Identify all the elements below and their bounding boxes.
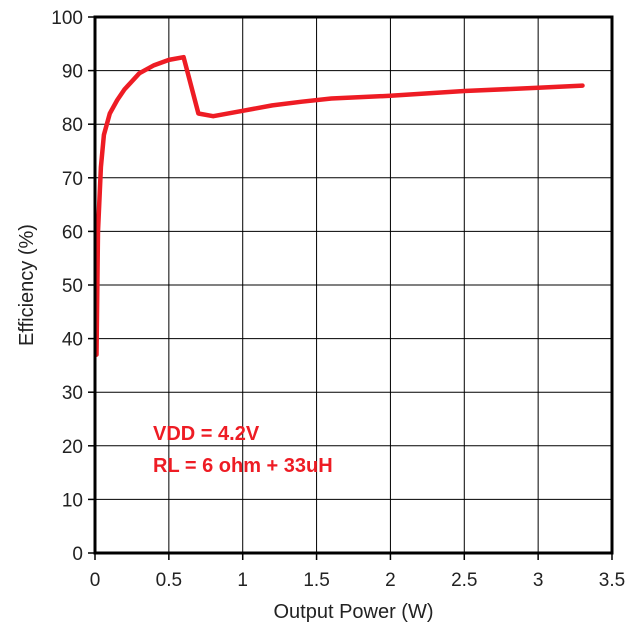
y-tick-label: 80	[62, 115, 83, 136]
x-tick-label: 3.5	[599, 570, 625, 591]
annotation-vdd: VDD = 4.2V	[153, 423, 260, 445]
x-tick-label: 2	[385, 570, 396, 591]
y-tick-label: 70	[62, 169, 83, 190]
x-tick-label: 0.5	[156, 570, 182, 591]
x-tick-label: 1	[237, 570, 248, 591]
plot-frame	[93, 15, 614, 555]
y-tick-label: 20	[62, 437, 83, 458]
series-layer	[94, 54, 585, 357]
annotation-rl: RL = 6 ohm + 33uH	[153, 455, 333, 477]
y-tick-label: 90	[62, 62, 83, 83]
y-tick-label: 30	[62, 383, 83, 404]
x-tick-label: 0	[90, 570, 101, 591]
y-tick-label: 0	[72, 544, 83, 565]
y-tick-label: 100	[51, 8, 83, 29]
y-axis-label: Efficiency (%)	[16, 224, 38, 346]
x-tick-label: 1.5	[303, 570, 329, 591]
series-line-0	[94, 54, 585, 357]
y-tick-label: 40	[62, 330, 83, 351]
x-tick-labels: 0 0.5 1 1.5 2 2.5 3 3.5	[90, 570, 626, 591]
y-tick-labels: 0 10 20 30 40 50 60 70 80 90 100	[51, 8, 83, 565]
x-tick-label: 3	[533, 570, 544, 591]
y-tick-label: 60	[62, 222, 83, 243]
y-tick-label: 10	[62, 490, 83, 511]
y-tick-label: 50	[62, 276, 83, 297]
x-tick-label: 2.5	[451, 570, 477, 591]
x-axis-label: Output Power (W)	[273, 601, 433, 623]
